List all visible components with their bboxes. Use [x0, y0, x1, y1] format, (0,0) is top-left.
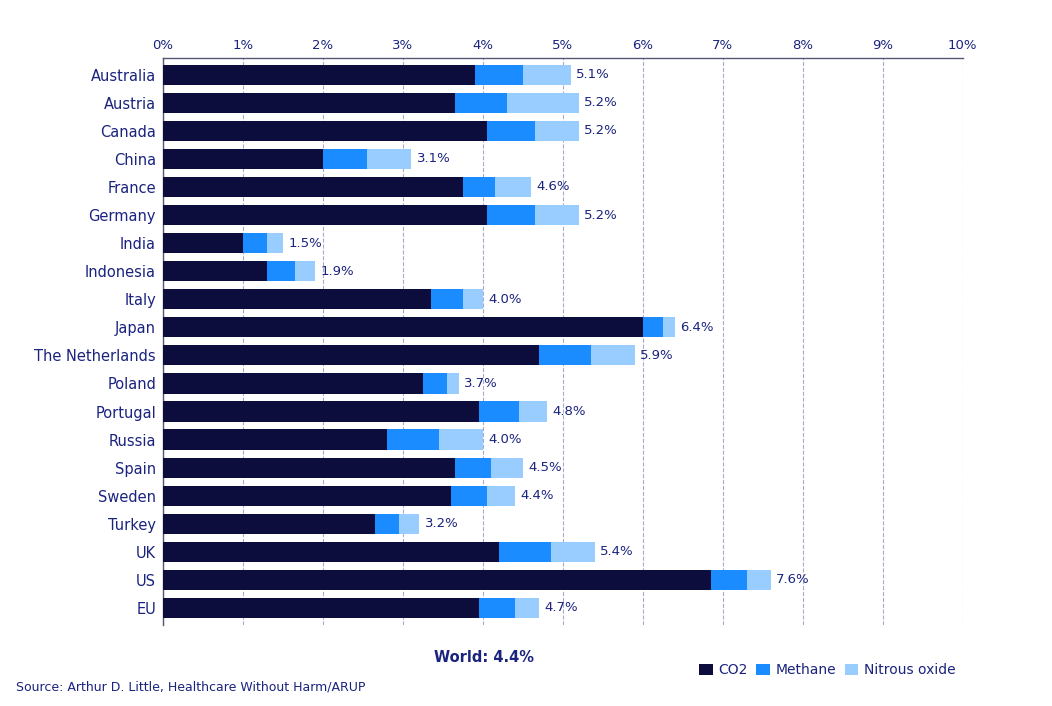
Bar	[491, 457, 523, 478]
Bar	[163, 429, 387, 450]
Text: 3.7%: 3.7%	[465, 377, 499, 390]
Bar	[431, 289, 463, 309]
Bar	[163, 149, 323, 169]
Bar	[423, 373, 447, 393]
Bar	[523, 65, 571, 85]
Bar	[487, 205, 534, 225]
Bar	[243, 233, 267, 253]
Bar	[463, 289, 483, 309]
Bar	[439, 429, 483, 450]
Bar	[663, 317, 674, 337]
Bar	[534, 121, 579, 141]
Bar	[494, 177, 531, 197]
Bar	[499, 542, 551, 562]
Text: 5.2%: 5.2%	[585, 124, 619, 138]
Bar	[163, 317, 643, 337]
Text: 4.4%: 4.4%	[521, 489, 554, 502]
Bar	[163, 345, 539, 366]
Bar	[163, 121, 487, 141]
Bar	[163, 486, 451, 505]
Bar	[163, 373, 423, 393]
Bar	[451, 486, 487, 505]
Text: World: 4.4%: World: 4.4%	[433, 650, 534, 666]
Text: Source: Arthur D. Little, Healthcare Without Harm/ARUP: Source: Arthur D. Little, Healthcare Wit…	[16, 681, 365, 693]
Bar	[474, 65, 523, 85]
Bar	[591, 345, 634, 366]
Bar	[454, 457, 491, 478]
Bar	[163, 65, 474, 85]
Bar	[454, 92, 507, 113]
Bar	[267, 261, 295, 281]
Text: 5.1%: 5.1%	[576, 68, 610, 81]
Bar	[163, 205, 487, 225]
Bar	[163, 289, 431, 309]
Text: 5.4%: 5.4%	[601, 545, 634, 558]
Bar	[163, 233, 243, 253]
Bar	[487, 486, 514, 505]
Bar	[514, 598, 539, 618]
Bar	[387, 429, 439, 450]
Bar	[487, 121, 534, 141]
Bar	[447, 373, 459, 393]
Bar	[519, 402, 547, 421]
Text: 5.2%: 5.2%	[585, 208, 619, 222]
Bar	[323, 149, 367, 169]
Bar	[267, 233, 283, 253]
Text: 1.5%: 1.5%	[288, 237, 322, 250]
Bar	[163, 457, 454, 478]
Bar	[163, 514, 375, 534]
Bar	[539, 345, 591, 366]
Text: 4.7%: 4.7%	[545, 602, 578, 614]
Bar	[163, 261, 267, 281]
Text: 4.0%: 4.0%	[488, 433, 522, 446]
Bar	[163, 542, 499, 562]
Bar	[163, 598, 479, 618]
Bar	[399, 514, 419, 534]
Bar	[551, 542, 594, 562]
Text: 6.4%: 6.4%	[681, 321, 714, 334]
Bar	[479, 402, 519, 421]
Text: 3.1%: 3.1%	[417, 152, 450, 165]
Bar	[375, 514, 399, 534]
Text: 4.6%: 4.6%	[537, 181, 570, 193]
Bar	[367, 149, 411, 169]
Text: 4.0%: 4.0%	[488, 293, 522, 306]
Bar	[163, 92, 454, 113]
Bar	[163, 402, 479, 421]
Bar	[163, 570, 711, 590]
Text: 7.6%: 7.6%	[776, 573, 810, 587]
Bar	[747, 570, 771, 590]
Text: 4.5%: 4.5%	[528, 461, 562, 474]
Bar	[463, 177, 494, 197]
Text: 5.9%: 5.9%	[641, 349, 674, 362]
Bar	[711, 570, 747, 590]
Text: 1.9%: 1.9%	[321, 265, 355, 277]
Text: 3.2%: 3.2%	[425, 517, 459, 530]
Bar	[479, 598, 514, 618]
Text: 4.8%: 4.8%	[552, 405, 586, 418]
Bar	[295, 261, 315, 281]
Bar	[643, 317, 663, 337]
Legend: CO2, Methane, Nitrous oxide: CO2, Methane, Nitrous oxide	[699, 664, 955, 677]
Bar	[534, 205, 579, 225]
Bar	[507, 92, 579, 113]
Text: 5.2%: 5.2%	[585, 96, 619, 109]
Bar	[163, 177, 463, 197]
